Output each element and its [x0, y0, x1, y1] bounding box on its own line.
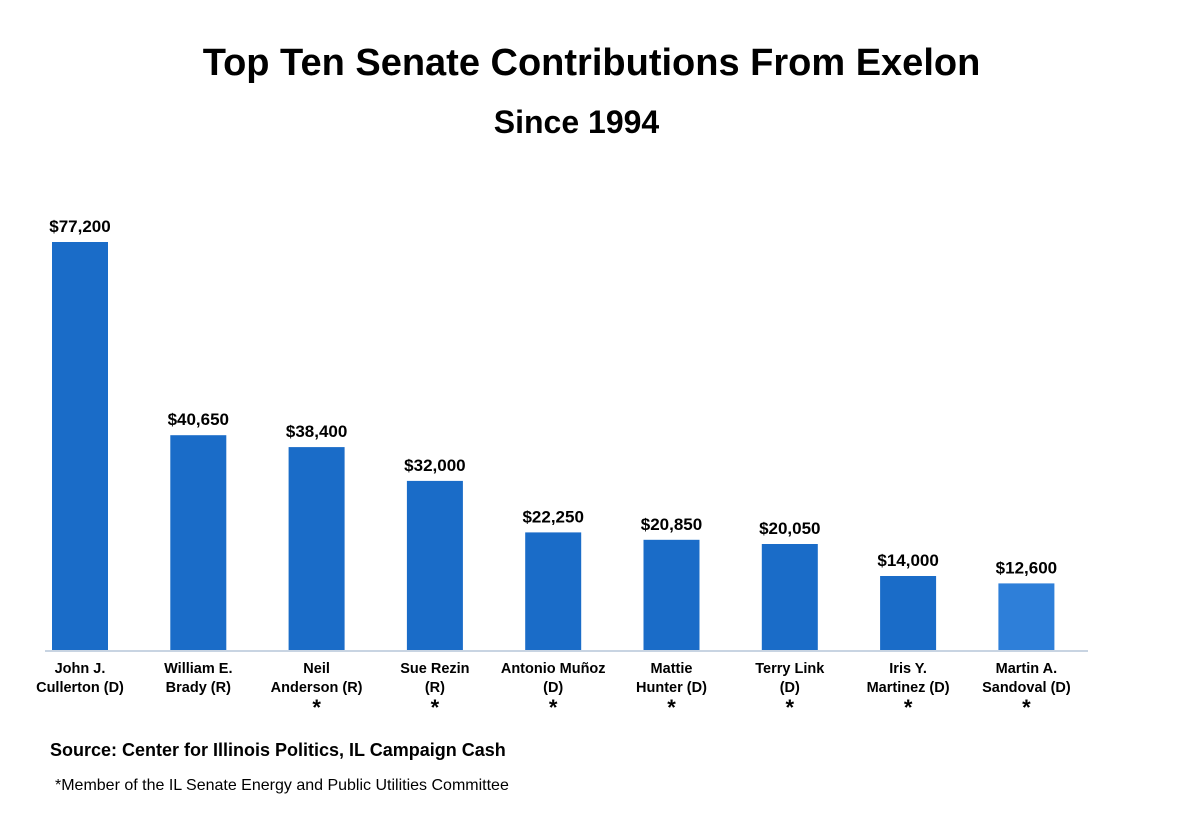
bars-group [52, 242, 1055, 650]
category-label-3-line-1: (R) [425, 680, 445, 696]
category-label-2-line-1: Anderson (R) [271, 680, 363, 696]
category-label-4-line-0: Antonio Muñoz [501, 661, 606, 677]
data-label-3: $32,000 [404, 456, 465, 475]
category-label-2-line-0: Neil [303, 661, 330, 677]
category-label-6-line-0: Terry Link [755, 661, 825, 677]
category-label-6-line-1: (D) [780, 680, 800, 696]
data-label-8: $12,600 [996, 558, 1057, 577]
data-label-6: $20,050 [759, 519, 820, 538]
bar-3 [406, 480, 463, 650]
data-label-4: $22,250 [522, 507, 583, 526]
labels-group: $77,200 John J. Cullerton (D) $40,650 Willia… [36, 217, 1071, 720]
bar-4 [525, 532, 582, 650]
bar-6 [761, 544, 818, 650]
category-label-1-line-1: Brady (R) [166, 680, 231, 696]
category-label-0-line-1: Cullerton (D) [36, 680, 124, 696]
data-label-0: $77,200 [49, 217, 110, 236]
committee-marker-2: * [312, 695, 321, 720]
committee-marker-4: * [549, 695, 558, 720]
committee-footnote: *Member of the IL Senate Energy and Publ… [55, 777, 509, 794]
bar-chart: $77,200 John J. Cullerton (D) $40,650 Willia… [36, 217, 1088, 720]
committee-marker-8: * [1022, 695, 1031, 720]
category-label-1-line-0: William E. [164, 661, 232, 677]
category-label-7-line-0: Iris Y. [889, 661, 927, 677]
chart-subtitle: Since 1994 [493, 104, 660, 140]
category-label-0-line-0: John J. [55, 661, 106, 677]
bar-1 [170, 435, 227, 650]
bar-2 [288, 447, 345, 650]
committee-marker-7: * [904, 695, 913, 720]
category-label-4-line-1: (D) [543, 680, 563, 696]
bar-7 [880, 576, 937, 650]
data-label-1: $40,650 [168, 410, 229, 429]
committee-marker-3: * [431, 695, 440, 720]
bar-8 [998, 583, 1055, 650]
bar-5 [643, 539, 700, 650]
data-label-2: $38,400 [286, 422, 347, 441]
source-note: Source: Center for Illinois Politics, IL… [50, 740, 506, 760]
category-label-3-line-0: Sue Rezin [400, 661, 469, 677]
category-label-8-line-0: Martin A. [996, 661, 1058, 677]
category-label-5-line-1: Hunter (D) [636, 680, 707, 696]
chart-title: Top Ten Senate Contributions From Exelon [202, 42, 981, 84]
data-label-5: $20,850 [641, 515, 702, 534]
category-label-5-line-0: Mattie [651, 661, 693, 677]
committee-marker-6: * [786, 695, 795, 720]
category-label-7-line-1: Martinez (D) [867, 680, 950, 696]
committee-marker-5: * [667, 695, 676, 720]
data-label-7: $14,000 [877, 551, 938, 570]
category-label-8-line-1: Sandoval (D) [982, 680, 1071, 696]
bar-0 [52, 242, 108, 650]
